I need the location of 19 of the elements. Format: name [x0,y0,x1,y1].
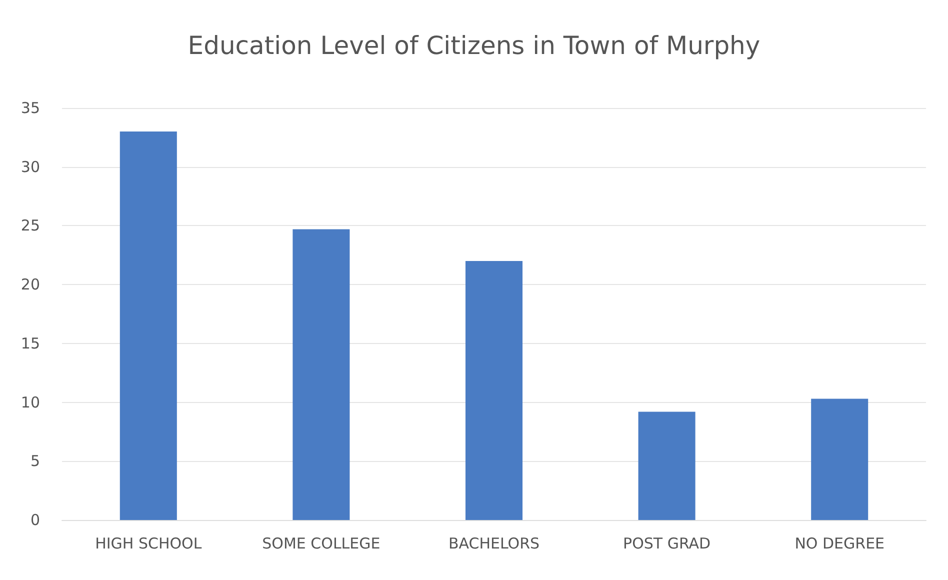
x-tick-label: SOME COLLEGE [262,534,380,552]
bar [811,398,868,520]
x-tick-label: NO DEGREE [794,534,885,552]
x-tick-label: POST GRAD [623,534,711,552]
chart-title: Education Level of Citizens in Town of Murphy [188,31,760,60]
y-tick-label: 15 [20,334,40,352]
x-tick-label: HIGH SCHOOL [95,534,202,552]
y-tick-label: 5 [30,452,40,470]
bar [120,132,177,520]
y-tick-label: 35 [20,99,40,117]
y-tick-label: 10 [20,393,40,412]
bar [465,261,523,520]
y-tick-label: 30 [20,158,40,176]
y-tick-label: 20 [20,276,40,294]
bar [638,412,696,520]
x-tick-label: BACHELORS [448,534,540,552]
bar [292,229,350,520]
y-tick-label: 0 [30,511,40,529]
y-tick-label: 25 [20,216,40,235]
